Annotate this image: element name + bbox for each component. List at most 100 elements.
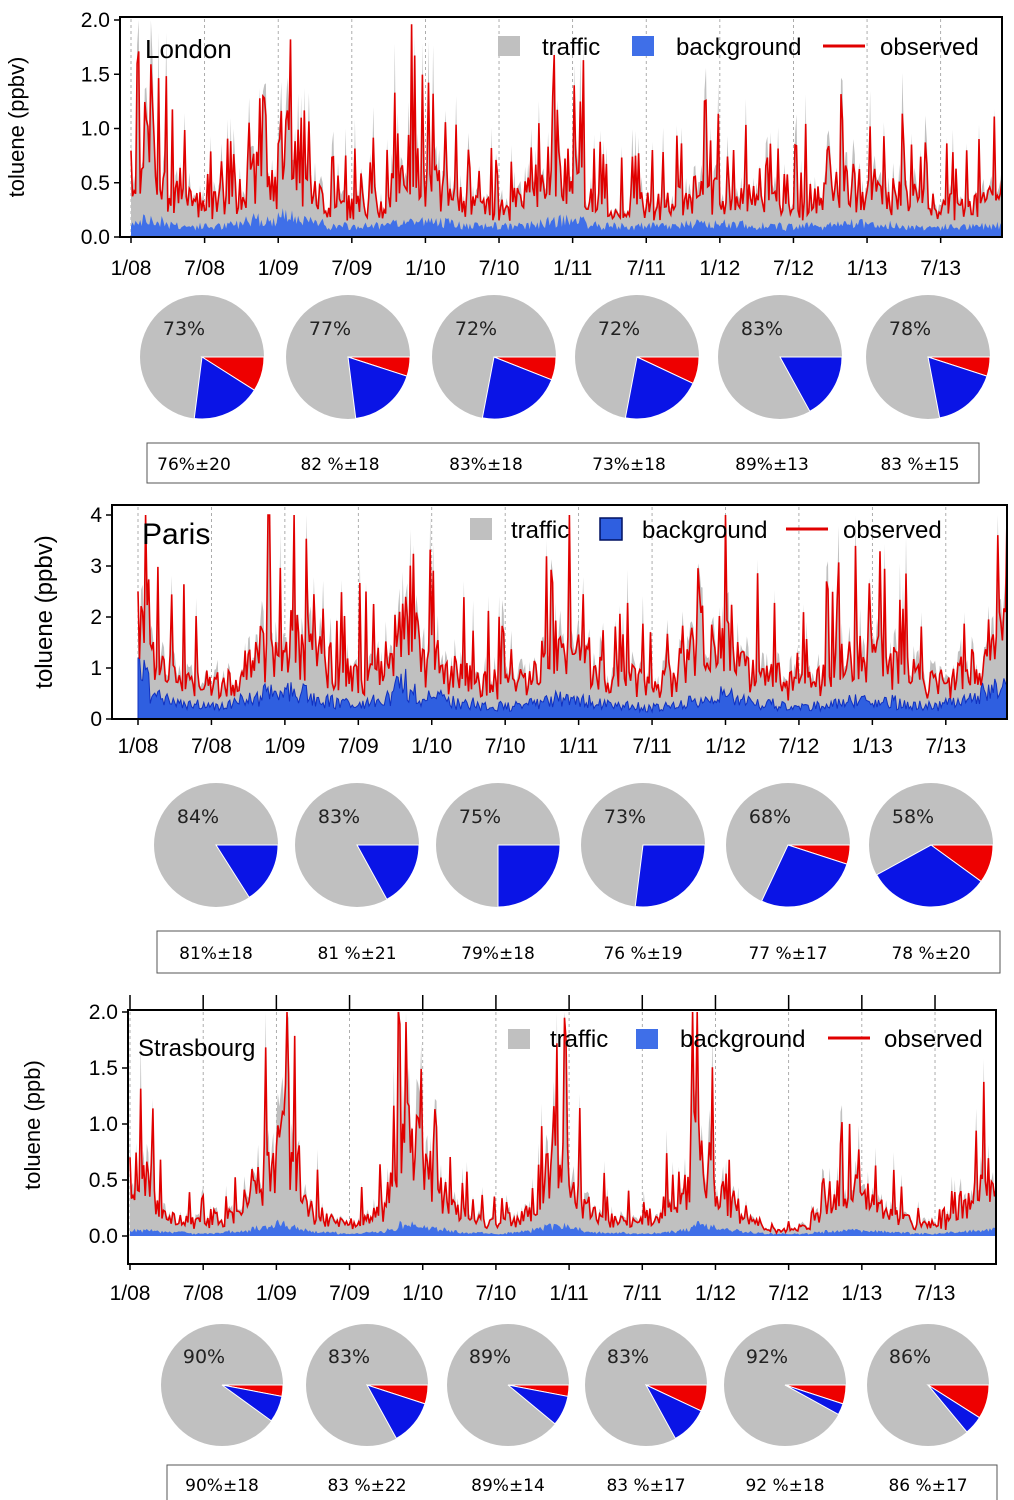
strasbourg-pies: 90% 83% 89% 83% 92% 86%: [161, 1324, 990, 1446]
x-tick-label: 1/08: [111, 257, 152, 280]
traffic-area: [138, 515, 1007, 719]
paris-summary-frame: [156, 930, 1001, 974]
pie-1: 73%: [140, 295, 265, 420]
pie-slice-background: [215, 844, 279, 899]
pie-slice-background: [927, 356, 988, 419]
pie-slice-background: [497, 844, 561, 908]
pie-6: 78%: [866, 295, 991, 419]
pie-slice-background: [927, 1384, 981, 1433]
summary-value: 76 %±19: [603, 944, 682, 964]
observed-line: [129, 1011, 997, 1235]
x-tick-label: 7/11: [632, 735, 671, 758]
london-legend: traffic background observed: [498, 34, 979, 61]
paris-legend: traffic background observed: [470, 517, 942, 544]
strasbourg-x-ticks: 1/08 7/08 1/09 7/09 1/10 7/10 1/11 7/11 1/12 7/12…: [110, 995, 955, 1305]
pie-slice-background: [356, 844, 420, 901]
pie-3: 89%: [447, 1324, 570, 1446]
pie-percent-label: 92%: [746, 1346, 788, 1368]
pie-percent-label: 72%: [598, 318, 640, 340]
y-tick-label: 1.5: [89, 1057, 118, 1080]
pie-percent-label: 83%: [741, 318, 783, 340]
y-tick-label: 1.5: [81, 63, 110, 86]
summary-value: 82 %±18: [300, 455, 379, 475]
x-tick-label: 1/10: [402, 1282, 443, 1305]
pie-percent-label: 89%: [469, 1346, 511, 1368]
legend-traffic-label: traffic: [550, 1026, 608, 1053]
paris-y-axis-label: toluene (ppbv): [31, 535, 58, 688]
london-summary-frame: [146, 442, 980, 484]
legend-background-swatch: [636, 1029, 658, 1049]
x-tick-label: 1/10: [405, 257, 446, 280]
summary-value: 83 %±22: [327, 1476, 406, 1496]
pie-1: 90%: [161, 1324, 284, 1446]
pie-percent-label: 68%: [749, 806, 791, 828]
paris-summary-box: 81%±18 81 %±21 79%±18 76 %±19 77 %±17 78 %±20: [156, 930, 1001, 974]
paris-plot-frame: [111, 504, 1008, 720]
paris-x-ticks: 1/08 7/08 1/09 7/09 1/10 7/10 1/11 7/11 1/12 7/12…: [118, 719, 966, 758]
x-tick-label: 1/08: [110, 1282, 151, 1305]
pie-5: 92%: [724, 1324, 847, 1446]
pie-percent-label: 77%: [309, 318, 351, 340]
observed-line: [130, 24, 1003, 221]
x-tick-label: 1/12: [699, 257, 740, 280]
strasbourg-summary-frame: [166, 1464, 998, 1500]
x-tick-label: 1/08: [118, 735, 159, 758]
paris-pies: 84% 83% 75% 73% 68% 58%: [154, 783, 994, 908]
x-tick-label: 1/12: [695, 1282, 736, 1305]
x-tick-label: 1/11: [549, 1282, 588, 1305]
london-x-ticks: 1/08 7/08 1/09 7/09 1/10 7/10 1/11 7/11 1/12 7/12…: [111, 237, 961, 280]
pie-slice-background: [193, 356, 256, 420]
y-tick-label: 3: [90, 555, 102, 578]
background-area: [137, 655, 1008, 720]
legend-observed-label: observed: [880, 34, 979, 61]
panel-paris: Paris traffic background observed toluen…: [31, 504, 1008, 758]
legend-traffic-swatch: [508, 1029, 530, 1049]
pie-percent-label: 84%: [177, 806, 219, 828]
x-tick-label: 1/13: [841, 1282, 882, 1305]
paris-y-ticks: 0 1 2 3 4: [90, 504, 112, 731]
pie-4: 73%: [581, 783, 706, 908]
x-tick-label: 1/09: [256, 1282, 297, 1305]
x-tick-label: 7/10: [475, 1282, 516, 1305]
pie-slice-background: [481, 356, 553, 420]
pie-percent-label: 72%: [455, 318, 497, 340]
pie-percent-label: 83%: [607, 1346, 649, 1368]
pie-percent-label: 73%: [604, 806, 646, 828]
summary-value: 73%±18: [592, 455, 666, 475]
x-tick-label: 7/12: [778, 735, 819, 758]
legend-traffic-swatch: [498, 36, 520, 56]
x-tick-label: 7/11: [623, 1282, 662, 1305]
pie-slice-background: [507, 1384, 569, 1425]
pie-percent-label: 83%: [328, 1346, 370, 1368]
summary-value: 86 %±17: [888, 1476, 967, 1496]
summary-value: 83 %±15: [880, 455, 959, 475]
strasbourg-plot-frame: [127, 1009, 997, 1265]
pie-6: 58%: [869, 783, 994, 908]
x-tick-label: 1/13: [847, 257, 888, 280]
y-tick-label: 0: [90, 708, 102, 731]
pie-slice-background: [634, 844, 706, 908]
legend-background-label: background: [642, 517, 767, 544]
pie-percent-label: 83%: [318, 806, 360, 828]
x-tick-label: 7/08: [191, 735, 232, 758]
pie-slice-background: [644, 1383, 702, 1440]
background-area: [130, 1219, 996, 1236]
london-pies: 73% 77% 72% 72% 83% 78%: [140, 295, 991, 420]
legend-traffic-swatch: [470, 518, 492, 540]
pie-2: 83%: [306, 1324, 429, 1446]
pie-percent-label: 90%: [183, 1346, 225, 1368]
paris-timeseries: [137, 507, 1008, 720]
x-tick-label: 7/09: [338, 735, 379, 758]
y-tick-label: 0.0: [81, 226, 110, 249]
y-tick-label: 2.0: [89, 1001, 118, 1024]
legend-traffic-label: traffic: [511, 517, 569, 544]
panel-london: London traffic background observed tolue…: [4, 9, 1003, 280]
legend-observed-label: observed: [884, 1026, 983, 1053]
x-tick-label: 7/10: [485, 735, 526, 758]
pie-slice-background: [221, 1384, 283, 1422]
london-summary-box: 76%±20 82 %±18 83%±18 73%±18 89%±13 83 %±15: [146, 442, 980, 484]
summary-value: 79%±18: [461, 944, 535, 964]
pie-percent-label: 73%: [163, 318, 205, 340]
panel-strasbourg: Strasbourg traffic background observed t…: [20, 995, 997, 1305]
